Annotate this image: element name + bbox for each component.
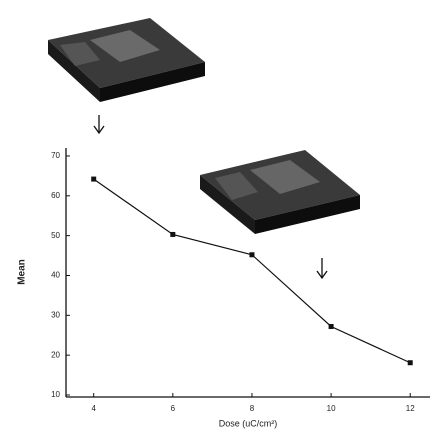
y-tick-label: 60: [51, 191, 60, 200]
surface-image: [200, 150, 360, 234]
point: [407, 360, 413, 366]
y-tick-label: 40: [51, 271, 60, 280]
point: [91, 176, 97, 182]
arrow: [93, 115, 105, 135]
arrow: [316, 258, 328, 280]
x-tick-label: 12: [406, 404, 415, 413]
y-axis-label: Mean: [17, 259, 28, 285]
x-tick-label: 6: [171, 404, 176, 413]
x-axis-label: Dose (uC/cm²): [219, 418, 278, 428]
y-tick-label: 10: [51, 390, 60, 399]
y-tick-label: 20: [51, 350, 60, 359]
surface-image: [48, 18, 205, 102]
x-tick-label: 4: [91, 404, 96, 413]
x-tick-label: 10: [327, 404, 336, 413]
y-tick-label: 50: [51, 231, 60, 240]
point: [249, 252, 255, 258]
x-tick-label: 8: [250, 404, 255, 413]
y-tick-label: 30: [51, 310, 60, 319]
y-tick-label: 70: [51, 151, 60, 160]
point: [328, 323, 334, 329]
point: [170, 231, 176, 237]
